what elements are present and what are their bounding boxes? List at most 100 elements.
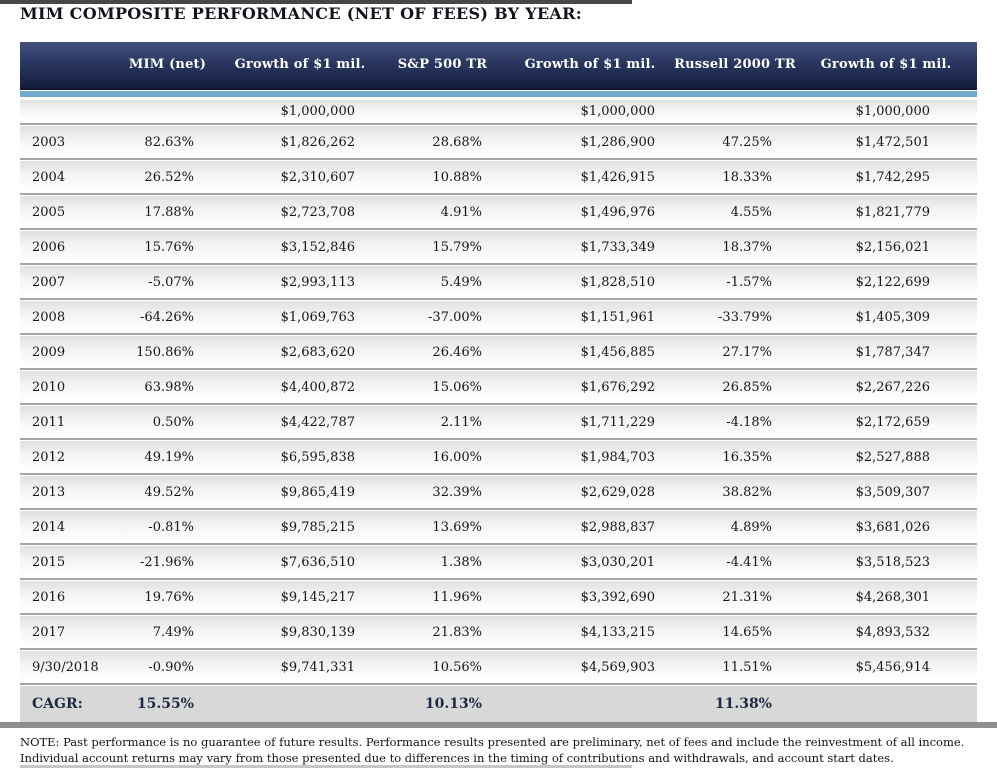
column-header-sp500-tr: S&P 500 TR — [397, 56, 488, 72]
value-cell: $2,156,021 — [855, 239, 930, 255]
value-cell: $1,676,292 — [580, 379, 655, 395]
year-cell: 2003 — [32, 134, 66, 150]
table-row: 2012 49.19% $6,595,838 16.00% $1,984,703 16.3… — [20, 441, 977, 475]
value-cell: $1,496,976 — [580, 204, 655, 220]
value-cell: 49.52% — [144, 484, 194, 500]
table-row: 2009 150.86% $2,683,620 26.46% $1,456,885 27.… — [20, 336, 977, 370]
value-cell: $3,518,523 — [855, 554, 930, 570]
value-cell: 13.69% — [432, 519, 482, 535]
column-header-growth-3: Growth of $1 mil. — [820, 56, 952, 72]
value-cell: $1,472,501 — [855, 134, 930, 150]
year-cell: 2011 — [32, 414, 66, 430]
value-cell: 18.37% — [722, 239, 772, 255]
year-cell: 2014 — [32, 519, 66, 535]
value-cell: $1,151,961 — [580, 309, 655, 325]
value-cell: 28.68% — [432, 134, 482, 150]
value-cell: 14.65% — [722, 624, 772, 640]
value-cell: $1,787,347 — [855, 344, 930, 360]
table-row: 2007 -5.07% $2,993,113 5.49% $1,828,510 -1.57… — [20, 266, 977, 300]
column-header-growth-1: Growth of $1 mil. — [234, 56, 366, 72]
year-cell: 2007 — [32, 274, 66, 290]
value-cell: $1,742,295 — [855, 169, 930, 185]
value-cell: 27.17% — [722, 344, 772, 360]
value-cell: 47.25% — [722, 134, 772, 150]
value-cell: 15.76% — [144, 239, 194, 255]
value-cell: $1,069,763 — [280, 309, 355, 325]
year-cell: 2012 — [32, 449, 66, 465]
value-cell: 0.50% — [152, 414, 194, 430]
value-cell: $7,636,510 — [280, 554, 355, 570]
value-cell: -4.41% — [726, 554, 772, 570]
value-cell: 4.55% — [730, 204, 772, 220]
value-cell: $1,000,000 — [280, 104, 355, 119]
value-cell: 21.31% — [722, 589, 772, 605]
value-cell: $4,569,903 — [580, 659, 655, 675]
value-cell: -4.18% — [726, 414, 772, 430]
table-row: 2015 -21.96% $7,636,510 1.38% $3,030,201 -4.4… — [20, 546, 977, 580]
value-cell: $9,830,139 — [280, 624, 355, 640]
bottom-edge-bar — [20, 765, 632, 768]
value-cell: -1.57% — [726, 274, 772, 290]
value-cell: 11.96% — [432, 589, 482, 605]
value-cell: 15.79% — [432, 239, 482, 255]
value-cell: 4.91% — [440, 204, 482, 220]
value-cell: -0.90% — [148, 659, 194, 675]
value-cell: 18.33% — [722, 169, 772, 185]
table-row: 2013 49.52% $9,865,419 32.39% $2,629,028 38.8… — [20, 476, 977, 510]
value-cell: $2,172,659 — [855, 414, 930, 430]
table-header-row: MIM (net) Growth of $1 mil. S&P 500 TR G… — [20, 42, 977, 90]
value-cell: 1.38% — [440, 554, 482, 570]
table-row: 2008 -64.26% $1,069,763 -37.00% $1,151,961 -3… — [20, 301, 977, 335]
year-cell: 9/30/2018 — [32, 659, 99, 675]
value-cell: 26.52% — [144, 169, 194, 185]
value-cell: 26.46% — [432, 344, 482, 360]
value-cell: $9,145,217 — [280, 589, 355, 605]
value-cell: $1,286,900 — [580, 134, 655, 150]
value-cell: $1,984,703 — [580, 449, 655, 465]
value-cell: $1,711,229 — [580, 414, 655, 430]
value-cell: 16.35% — [722, 449, 772, 465]
column-header-russell-2000-tr: Russell 2000 TR — [674, 56, 796, 72]
value-cell: 15.06% — [432, 379, 482, 395]
value-cell: $4,893,532 — [855, 624, 930, 640]
column-header-mim-net: MIM (net) — [128, 56, 207, 72]
year-cell: 2017 — [32, 624, 66, 640]
year-cell: 2006 — [32, 239, 66, 255]
value-cell: 32.39% — [432, 484, 482, 500]
value-cell: $2,527,888 — [855, 449, 930, 465]
value-cell: $2,683,620 — [280, 344, 355, 360]
value-cell: $4,268,301 — [855, 589, 930, 605]
value-cell: $9,865,419 — [280, 484, 355, 500]
value-cell: 17.88% — [144, 204, 194, 220]
value-cell: 15.55% — [136, 696, 194, 712]
value-cell: -0.81% — [148, 519, 194, 535]
year-cell: 2008 — [32, 309, 66, 325]
table-row: 2004 26.52% $2,310,607 10.88% $1,426,915 18.3… — [20, 161, 977, 195]
year-cell: 2016 — [32, 589, 66, 605]
value-cell: $1,456,885 — [580, 344, 655, 360]
value-cell: 11.51% — [722, 659, 772, 675]
table-row: 2006 15.76% $3,152,846 15.79% $1,733,349 18.3… — [20, 231, 977, 265]
value-cell: 150.86% — [136, 344, 194, 360]
performance-table: MIM (net) Growth of $1 mil. S&P 500 TR G… — [20, 42, 977, 722]
value-cell: $1,405,309 — [855, 309, 930, 325]
value-cell: $1,826,262 — [280, 134, 355, 150]
value-cell: 26.85% — [722, 379, 772, 395]
value-cell: $5,456,914 — [855, 659, 930, 675]
value-cell: $1,733,349 — [580, 239, 655, 255]
table-body: $1,000,000 $1,000,000 $1,000,000 2003 82.63%… — [20, 100, 977, 722]
value-cell: -5.07% — [148, 274, 194, 290]
value-cell: 38.82% — [722, 484, 772, 500]
value-cell: $3,392,690 — [580, 589, 655, 605]
table-row: 2005 17.88% $2,723,708 4.91% $1,496,976 4.55%… — [20, 196, 977, 230]
table-row: 2014 -0.81% $9,785,215 13.69% $2,988,837 4.89… — [20, 511, 977, 545]
footnote: NOTE: Past performance is no guarantee o… — [20, 735, 965, 765]
value-cell: $9,741,331 — [280, 659, 355, 675]
value-cell: $1,821,779 — [855, 204, 930, 220]
cagr-row: CAGR: 15.55% 10.13% 11.38% — [20, 686, 977, 722]
value-cell: 4.89% — [730, 519, 772, 535]
table-bottom-bar — [0, 722, 997, 728]
header-accent-bar — [20, 91, 977, 97]
value-cell: 10.56% — [432, 659, 482, 675]
initial-investment-row: $1,000,000 $1,000,000 $1,000,000 — [20, 100, 977, 125]
